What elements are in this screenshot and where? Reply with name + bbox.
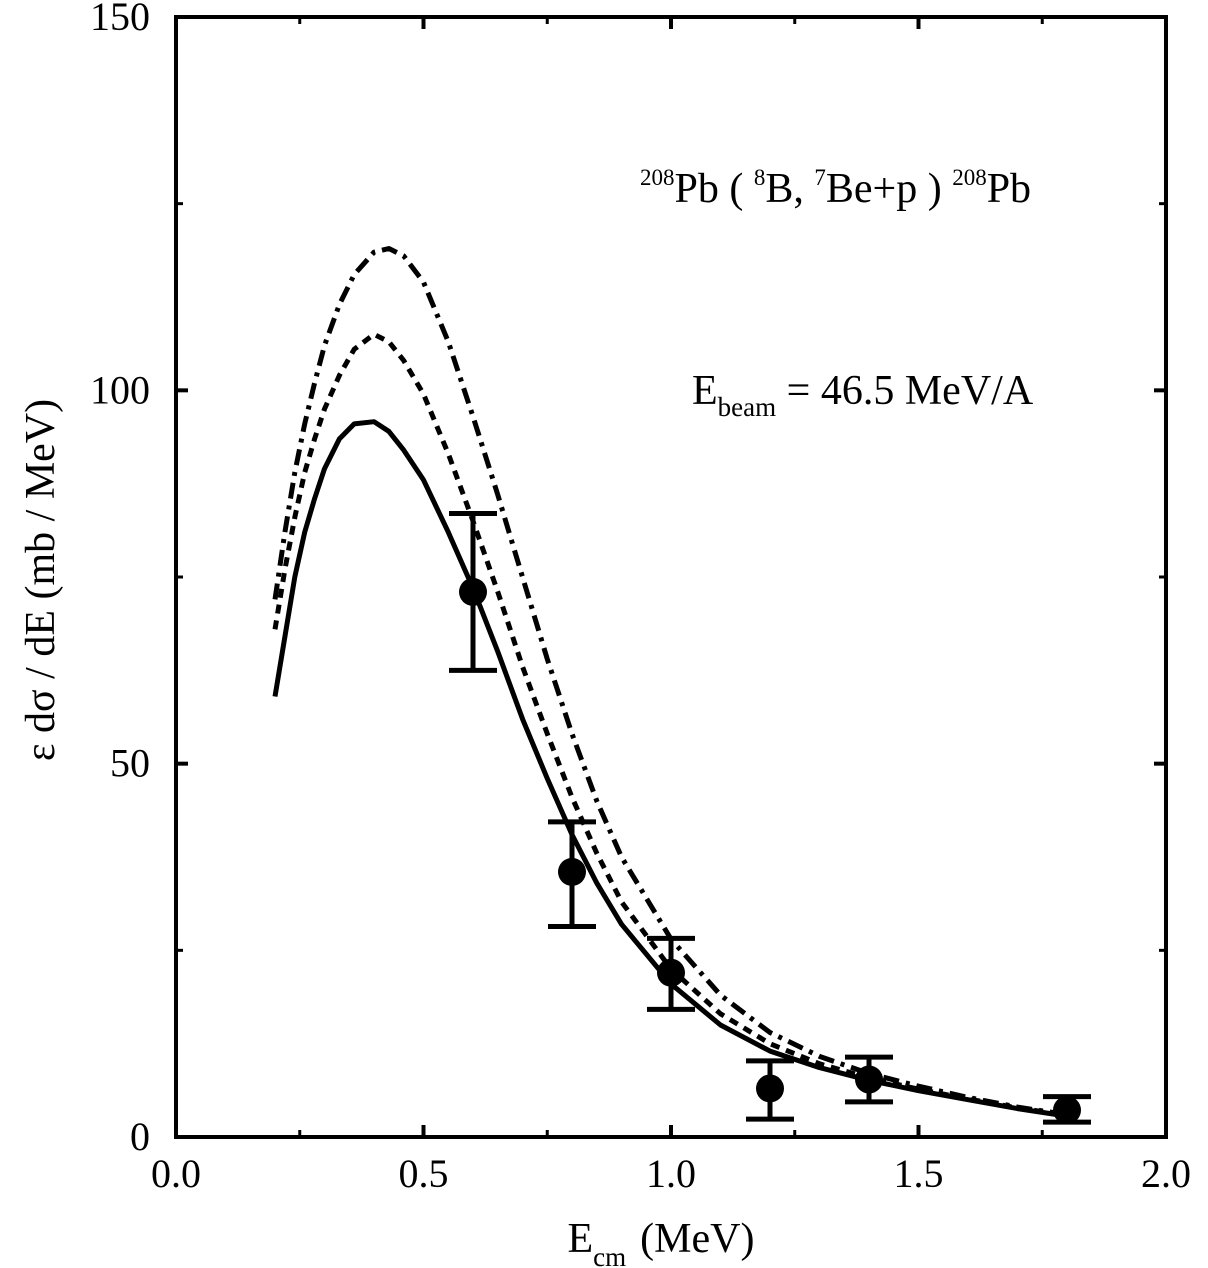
beam-energy-annotation: Ebeam = 46.5 MeV/A: [692, 368, 1034, 422]
reaction-sup-2: 8: [754, 165, 766, 190]
reaction-text-4: Pb: [987, 166, 1031, 212]
beam-label-main: E: [692, 368, 718, 414]
data-point: [657, 958, 685, 987]
x-axis-label-unit: (MeV): [640, 1216, 754, 1262]
data-point: [459, 577, 487, 606]
beam-label-rest: = 46.5 MeV/A: [776, 368, 1034, 414]
dashed-curve: [272, 331, 1068, 1118]
x-axis-label: Ecm (MeV): [568, 1216, 755, 1268]
series-layer: [272, 246, 1068, 1119]
x-tick-label: 2.0: [1141, 1151, 1191, 1196]
reaction-annotation: 208Pb ( 8B, 7Be+p ) 208Pb: [640, 165, 1031, 212]
data-point: [558, 857, 586, 886]
beam-label-sub: beam: [718, 392, 776, 422]
dashdot-curve: [272, 246, 1068, 1118]
y-tick-label: 100: [90, 367, 150, 412]
y-tick-label: 50: [110, 741, 150, 786]
data-point: [1053, 1096, 1081, 1125]
reaction-text-3: Be+p ): [826, 166, 952, 212]
y-tick-label: 150: [90, 0, 150, 39]
ticks-layer: 0.0 0.5 1.0 1.5 2.0 0 50 100 150: [90, 0, 1191, 1196]
y-axis-label: ε dσ / dE (mb / MeV): [18, 399, 64, 761]
solid-curve: [272, 419, 1068, 1119]
reaction-sup-1: 208: [640, 165, 675, 190]
reaction-text-1: Pb (: [675, 166, 754, 212]
x-tick-label: 0.5: [399, 1151, 449, 1196]
x-tick-label: 1.0: [646, 1151, 696, 1196]
reaction-text-2: B,: [765, 166, 814, 212]
data-points-layer: [449, 511, 1091, 1125]
data-point: [855, 1065, 883, 1094]
reaction-sup-3: 7: [814, 165, 826, 190]
reaction-sup-4: 208: [952, 165, 987, 190]
data-point: [756, 1074, 784, 1103]
x-tick-label: 0.0: [151, 1151, 201, 1196]
y-tick-label: 0: [130, 1114, 150, 1159]
x-axis-label-sub: cm: [593, 1242, 626, 1268]
x-tick-label: 1.5: [894, 1151, 944, 1196]
x-axis-label-main: E: [568, 1216, 594, 1262]
